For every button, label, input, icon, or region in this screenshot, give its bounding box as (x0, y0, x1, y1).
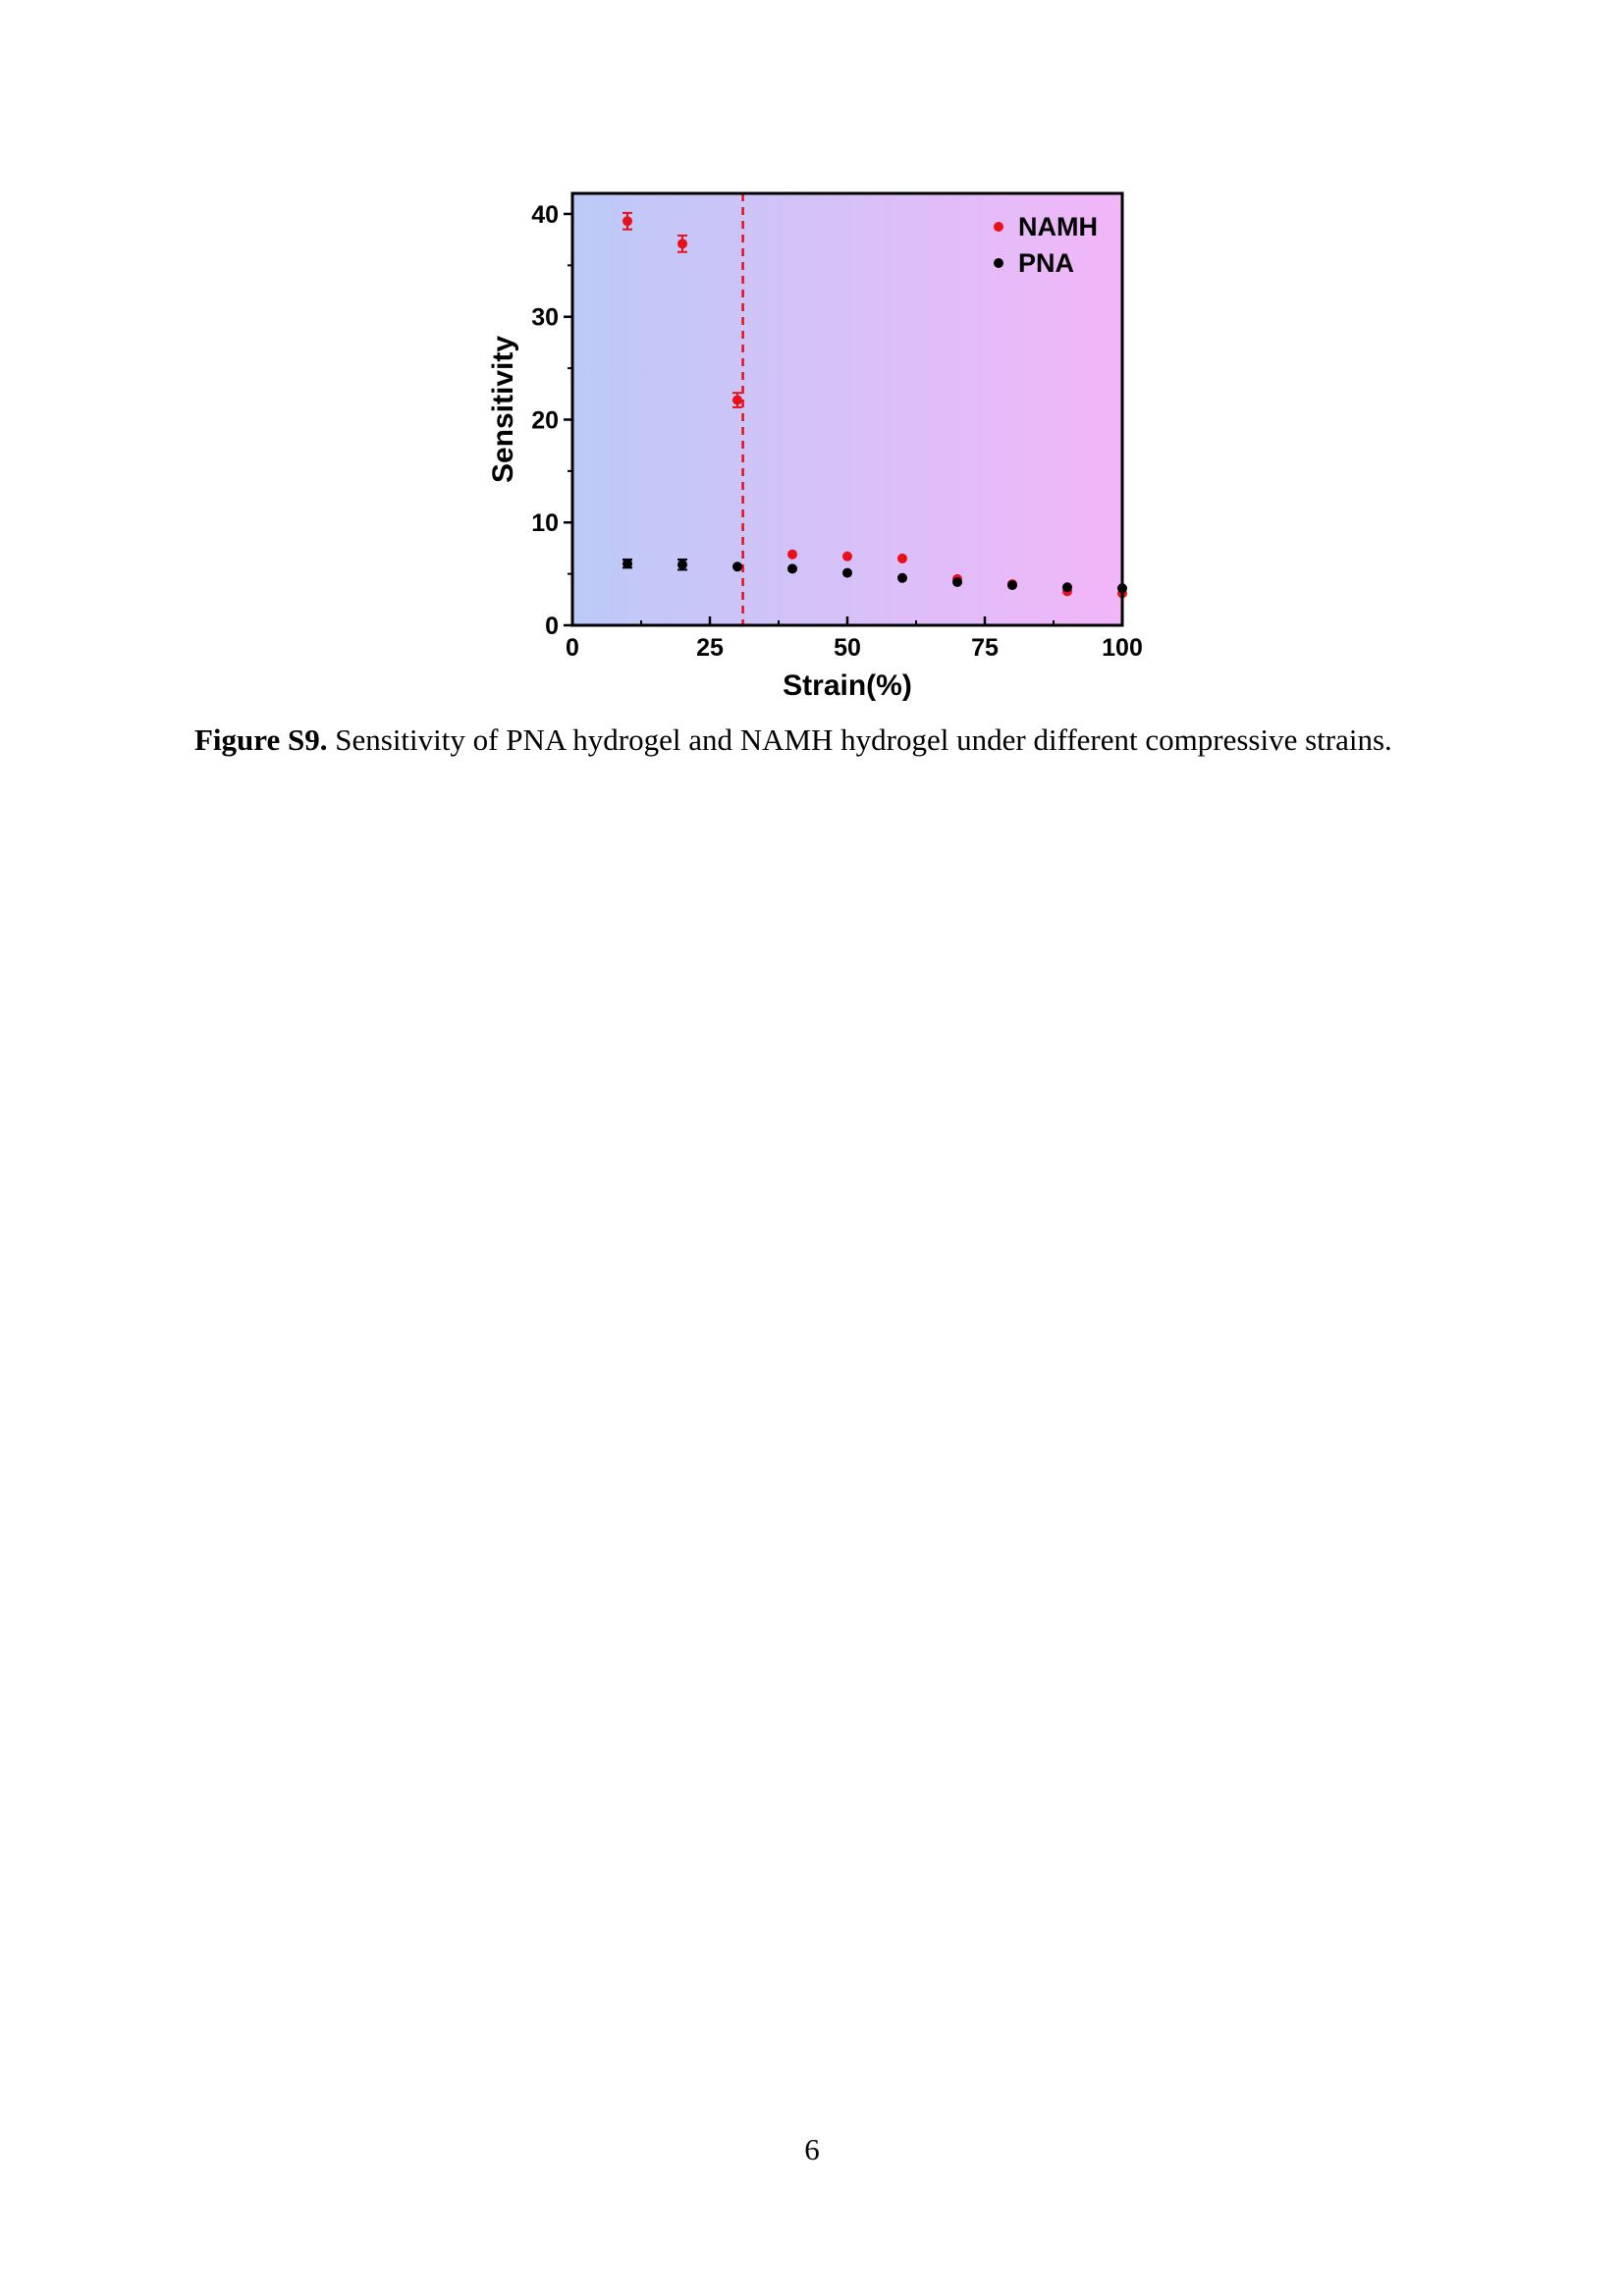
caption-text: Sensitivity of PNA hydrogel and NAMH hyd… (327, 722, 1392, 757)
x-tick-label: 50 (834, 634, 861, 662)
y-tick-label: 20 (531, 406, 559, 434)
pna-point (952, 577, 962, 587)
x-tick-label: 25 (696, 634, 724, 662)
data-points (623, 211, 1127, 599)
namh-point (842, 551, 852, 561)
x-tick-label: 100 (1102, 634, 1143, 662)
page-number: 6 (804, 2132, 820, 2166)
legend-marker-namh (994, 222, 1003, 232)
namh-point (787, 549, 797, 560)
pna-point (1007, 580, 1017, 591)
pna-point (677, 560, 687, 570)
pna-point (842, 567, 852, 578)
namh-point (623, 216, 632, 227)
namh-point (677, 239, 687, 249)
y-tick-label: 10 (531, 509, 559, 537)
pna-point (787, 563, 797, 574)
x-axis-ticks: 0 25 50 75 100 (566, 616, 1143, 662)
y-tick-label: 30 (531, 304, 559, 332)
pna-point (623, 559, 632, 569)
y-axis-ticks: 0 10 20 30 40 (531, 201, 572, 640)
legend-label-pna: PNA (1018, 248, 1074, 278)
x-axis-label: Strain(%) (783, 669, 912, 702)
figure-caption: Figure S9. Sensitivity of PNA hydrogel a… (194, 712, 1437, 769)
namh-point (897, 553, 907, 563)
y-axis-label: Sensitivity (487, 336, 519, 483)
pna-point (1062, 582, 1072, 593)
namh-point (732, 395, 742, 405)
y-tick-label: 0 (545, 613, 559, 640)
plot-frame (570, 191, 1124, 627)
figure-chart: 0 25 50 75 100 0 10 20 30 40 Strain(%) Sensitivi… (487, 191, 1143, 702)
caption-label: Figure S9. (194, 722, 328, 757)
pna-point (732, 561, 742, 572)
x-tick-label: 0 (566, 634, 579, 662)
legend-marker-pna (994, 258, 1003, 268)
x-tick-label: 75 (971, 634, 999, 662)
y-tick-label: 40 (531, 201, 559, 229)
pna-point (897, 572, 907, 583)
legend: NAMH PNA (994, 212, 1098, 278)
legend-label-namh: NAMH (1018, 212, 1098, 241)
